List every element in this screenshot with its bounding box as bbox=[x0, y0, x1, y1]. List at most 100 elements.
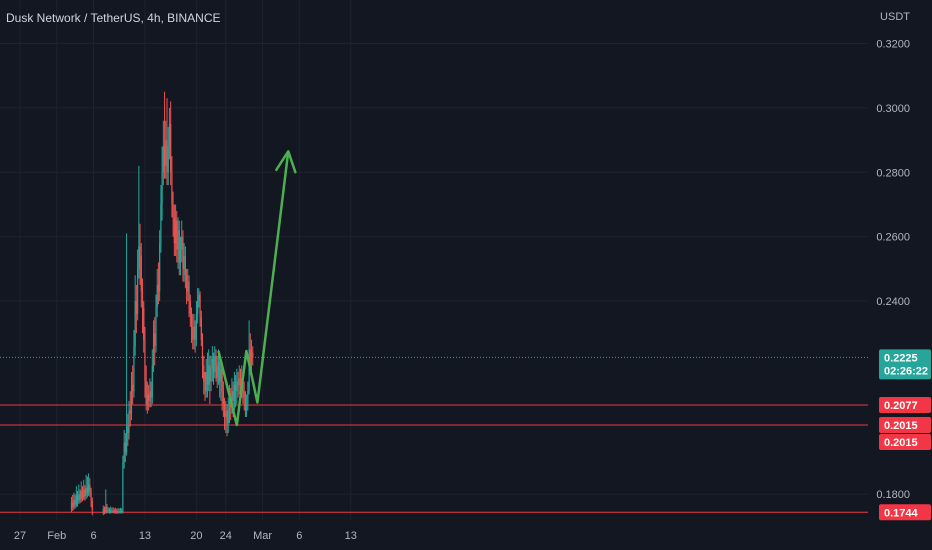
y-tick-label-3: 0.2600 bbox=[876, 232, 910, 244]
candle-body-86 bbox=[186, 275, 188, 292]
candle-body-17 bbox=[91, 500, 93, 511]
candle-body-82 bbox=[181, 236, 183, 250]
candle-body-29 bbox=[116, 510, 118, 513]
candle-body-136 bbox=[247, 391, 249, 405]
level-badge-0-bg bbox=[879, 397, 931, 414]
x-tick-label-7: 6 bbox=[296, 530, 302, 542]
candle-body-15 bbox=[89, 484, 91, 492]
level-badge-2-text-0: 0.1744 bbox=[884, 507, 919, 519]
candle-body-12 bbox=[85, 487, 87, 496]
candle-body-22 bbox=[107, 510, 109, 512]
candle-body-1 bbox=[72, 502, 74, 508]
candle-body-20 bbox=[105, 507, 107, 512]
candle-body-91 bbox=[192, 326, 194, 340]
candle-body-55 bbox=[148, 394, 150, 401]
candle-body-85 bbox=[184, 255, 186, 276]
candle-body-103 bbox=[206, 371, 209, 385]
projection-path bbox=[217, 150, 297, 427]
candle-body-124 bbox=[232, 391, 234, 401]
candle-body-25 bbox=[111, 510, 113, 512]
candle-body-0 bbox=[70, 502, 73, 509]
candle-body-47 bbox=[138, 246, 140, 269]
candle-body-107 bbox=[211, 359, 213, 369]
level-badge-0-text-0: 0.2077 bbox=[884, 400, 918, 412]
candle-body-72 bbox=[168, 123, 171, 147]
candle-body-128 bbox=[237, 381, 239, 385]
candle-body-118 bbox=[225, 410, 227, 417]
x-tick-label-5: 24 bbox=[220, 530, 232, 542]
horizontal-levels bbox=[0, 356, 868, 513]
candle-body-61 bbox=[155, 307, 157, 347]
candle-body-89 bbox=[189, 301, 191, 314]
candle-body-33 bbox=[121, 510, 123, 512]
y-tick-label-4: 0.2400 bbox=[876, 296, 910, 308]
candle-body-93 bbox=[194, 326, 196, 340]
candle-body-99 bbox=[201, 339, 204, 366]
candle-body-31 bbox=[118, 511, 120, 513]
candle-body-44 bbox=[134, 301, 136, 347]
candle-body-4 bbox=[75, 495, 77, 505]
x-tick-label-3: 13 bbox=[139, 530, 151, 542]
candle-body-92 bbox=[193, 326, 195, 340]
candle-body-56 bbox=[149, 391, 151, 401]
candle-body-130 bbox=[239, 378, 242, 388]
candle-body-125 bbox=[233, 384, 235, 401]
candle-body-49 bbox=[140, 255, 142, 292]
candle-body-40 bbox=[129, 410, 131, 414]
extra-price-badge-0-bg bbox=[879, 434, 931, 451]
candle-body-80 bbox=[178, 230, 180, 263]
candle-body-104 bbox=[208, 365, 210, 385]
candle-body-83 bbox=[182, 236, 184, 269]
y-tick-label-2: 0.2800 bbox=[876, 167, 910, 179]
candle-body-35 bbox=[123, 442, 125, 463]
candle-body-59 bbox=[152, 333, 155, 366]
level-badge-2-bg bbox=[879, 504, 931, 521]
candle-body-79 bbox=[177, 230, 179, 250]
candle-body-38 bbox=[127, 426, 129, 434]
candle-body-32 bbox=[119, 510, 122, 512]
grid-lines bbox=[0, 0, 868, 520]
candle-body-84 bbox=[183, 255, 185, 269]
candle-body-26 bbox=[112, 510, 114, 512]
candle-body-11 bbox=[84, 489, 86, 496]
y-axis[interactable]: 0.3200 0.3000 0.2800 0.2600 0.2400 0.1800 bbox=[876, 38, 910, 501]
candle-body-133 bbox=[243, 391, 245, 398]
candle-body-73 bbox=[170, 123, 172, 173]
x-tick-label-0: 27 bbox=[14, 530, 26, 542]
candle-body-66 bbox=[161, 172, 163, 205]
candle-body-60 bbox=[154, 333, 156, 347]
candle-body-101 bbox=[204, 381, 206, 392]
candle-body-41 bbox=[130, 384, 133, 414]
candle-body-65 bbox=[160, 204, 162, 244]
candle-body-116 bbox=[222, 391, 224, 405]
y-tick-label-5: 0.1800 bbox=[876, 489, 910, 501]
candle-body-120 bbox=[227, 410, 229, 424]
chart-title: Dusk Network / TetherUS, 4h, BINANCE bbox=[6, 11, 221, 25]
candle-body-54 bbox=[146, 394, 148, 405]
candles bbox=[70, 91, 254, 516]
candle-body-21 bbox=[106, 507, 108, 511]
candle-body-67 bbox=[162, 146, 164, 173]
candle-body-69 bbox=[165, 140, 167, 166]
x-tick-label-1: Feb bbox=[47, 530, 66, 542]
level-badge-1-bg bbox=[879, 417, 931, 434]
candle-body-106 bbox=[210, 368, 212, 382]
candle-body-27 bbox=[113, 510, 115, 512]
candle-body-52 bbox=[144, 339, 146, 382]
candle-body-81 bbox=[179, 249, 182, 263]
candle-body-135 bbox=[246, 404, 248, 411]
candle-body-64 bbox=[159, 243, 161, 292]
candle-body-9 bbox=[81, 491, 84, 498]
candle-body-100 bbox=[203, 365, 205, 382]
candle-body-51 bbox=[143, 307, 145, 340]
candle-body-18 bbox=[102, 508, 104, 514]
x-axis[interactable]: 27 Feb 6 13 20 24 Mar 6 13 bbox=[14, 530, 357, 542]
projection-polyline bbox=[217, 151, 290, 427]
candle-body-76 bbox=[173, 217, 175, 244]
candle-body-48 bbox=[139, 246, 141, 256]
candle-body-112 bbox=[217, 362, 220, 379]
candle-body-8 bbox=[80, 491, 82, 500]
candle-body-34 bbox=[122, 462, 124, 512]
